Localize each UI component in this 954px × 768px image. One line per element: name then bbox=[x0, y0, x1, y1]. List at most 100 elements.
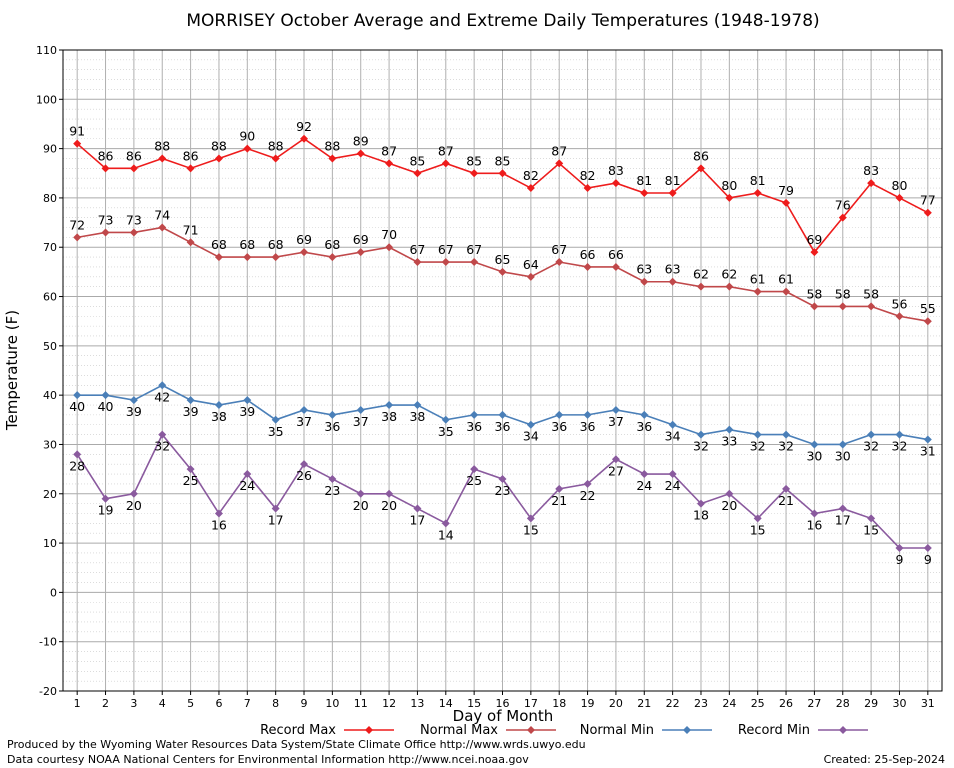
data-point bbox=[101, 391, 110, 400]
data-label: 33 bbox=[721, 434, 737, 449]
data-point bbox=[328, 474, 337, 483]
data-point bbox=[214, 401, 223, 410]
data-point bbox=[214, 253, 223, 262]
legend-label: Record Max bbox=[260, 723, 336, 738]
x-tick-label: 8 bbox=[272, 697, 279, 710]
data-point bbox=[555, 410, 564, 419]
data-point bbox=[498, 267, 507, 276]
data-point bbox=[158, 223, 167, 232]
data-label: 67 bbox=[551, 242, 567, 257]
data-label: 83 bbox=[863, 163, 879, 178]
data-point bbox=[243, 470, 252, 479]
data-point bbox=[753, 430, 762, 439]
data-label: 38 bbox=[409, 409, 425, 424]
data-label: 56 bbox=[892, 296, 908, 311]
data-point bbox=[782, 484, 791, 493]
data-point bbox=[611, 179, 620, 188]
data-label: 36 bbox=[636, 419, 652, 434]
x-tick-label: 14 bbox=[439, 697, 453, 710]
series-record-max: 91 86 86 88 86 88 90 88 92 88 89 87 85 87 85 85 82 87 82 83… bbox=[69, 119, 936, 257]
data-label: 66 bbox=[580, 247, 596, 262]
data-label: 15 bbox=[523, 522, 539, 537]
data-label: 71 bbox=[183, 222, 199, 237]
data-point bbox=[413, 504, 422, 513]
data-label: 34 bbox=[665, 429, 681, 444]
data-point bbox=[441, 159, 450, 168]
data-point bbox=[725, 425, 734, 434]
data-label: 80 bbox=[892, 178, 908, 193]
data-label: 35 bbox=[438, 424, 454, 439]
data-label: 83 bbox=[608, 163, 624, 178]
data-point bbox=[640, 188, 649, 197]
x-tick-label: 22 bbox=[666, 697, 680, 710]
x-tick-label: 23 bbox=[694, 697, 708, 710]
data-label: 72 bbox=[69, 217, 85, 232]
y-tick-label: 90 bbox=[43, 143, 57, 156]
x-tick-label: 25 bbox=[751, 697, 765, 710]
data-label: 40 bbox=[69, 399, 85, 414]
data-label: 68 bbox=[324, 237, 340, 252]
data-label: 38 bbox=[211, 409, 227, 424]
data-label: 88 bbox=[268, 138, 284, 153]
data-point bbox=[526, 272, 535, 281]
data-label: 88 bbox=[324, 138, 340, 153]
data-point bbox=[300, 405, 309, 414]
data-point bbox=[725, 193, 734, 202]
x-tick-label: 16 bbox=[496, 697, 510, 710]
data-point bbox=[356, 405, 365, 414]
series-record-min: 28 19 20 32 25 16 24 17 26 23 20 20 17 14 25 23 15 21 22 27… bbox=[69, 430, 932, 567]
x-tick-label: 9 bbox=[301, 697, 308, 710]
data-label: 62 bbox=[721, 267, 737, 282]
x-tick-label: 29 bbox=[864, 697, 878, 710]
data-label: 87 bbox=[551, 143, 567, 158]
data-point bbox=[243, 144, 252, 153]
data-label: 20 bbox=[126, 498, 142, 513]
data-point bbox=[895, 312, 904, 321]
data-point bbox=[73, 233, 82, 242]
data-label: 9 bbox=[895, 552, 903, 567]
data-label: 70 bbox=[381, 227, 397, 242]
data-point bbox=[867, 302, 876, 311]
data-label: 24 bbox=[239, 478, 255, 493]
data-label: 37 bbox=[296, 414, 312, 429]
data-point bbox=[413, 401, 422, 410]
x-tick-label: 13 bbox=[410, 697, 424, 710]
data-label: 36 bbox=[495, 419, 511, 434]
data-point bbox=[810, 440, 819, 449]
data-point bbox=[300, 134, 309, 143]
data-label: 31 bbox=[920, 444, 936, 459]
data-point bbox=[328, 154, 337, 163]
data-point bbox=[838, 504, 847, 513]
data-point bbox=[271, 504, 280, 513]
data-label: 15 bbox=[750, 522, 766, 537]
data-label: 27 bbox=[608, 463, 624, 478]
x-tick-label: 12 bbox=[382, 697, 396, 710]
data-point bbox=[413, 258, 422, 267]
data-label: 86 bbox=[126, 148, 142, 163]
data-label: 24 bbox=[665, 478, 681, 493]
legend: Record Max Normal Max Normal Min Record Min bbox=[260, 723, 868, 738]
data-point bbox=[753, 514, 762, 523]
data-point bbox=[214, 509, 223, 518]
data-label: 32 bbox=[154, 439, 170, 454]
footer-produced-by: Produced by the Wyoming Water Resources … bbox=[7, 738, 586, 751]
data-point bbox=[73, 391, 82, 400]
data-point bbox=[753, 287, 762, 296]
data-point bbox=[782, 430, 791, 439]
data-label: 25 bbox=[466, 473, 482, 488]
x-tick-label: 3 bbox=[130, 697, 137, 710]
data-label: 36 bbox=[324, 419, 340, 434]
legend-label: Normal Min bbox=[580, 723, 654, 738]
data-label: 61 bbox=[750, 272, 766, 287]
y-axis: -20 -10 0 10 20 30 40 50 60 70 80 90 100 110 bbox=[36, 44, 63, 698]
data-point bbox=[300, 248, 309, 257]
data-point bbox=[526, 514, 535, 523]
data-label: 87 bbox=[381, 143, 397, 158]
data-point bbox=[867, 430, 876, 439]
data-point bbox=[243, 253, 252, 262]
y-tick-label: 70 bbox=[43, 241, 57, 254]
data-label: 68 bbox=[211, 237, 227, 252]
data-label: 32 bbox=[750, 439, 766, 454]
data-label: 67 bbox=[438, 242, 454, 257]
data-label: 32 bbox=[892, 439, 908, 454]
